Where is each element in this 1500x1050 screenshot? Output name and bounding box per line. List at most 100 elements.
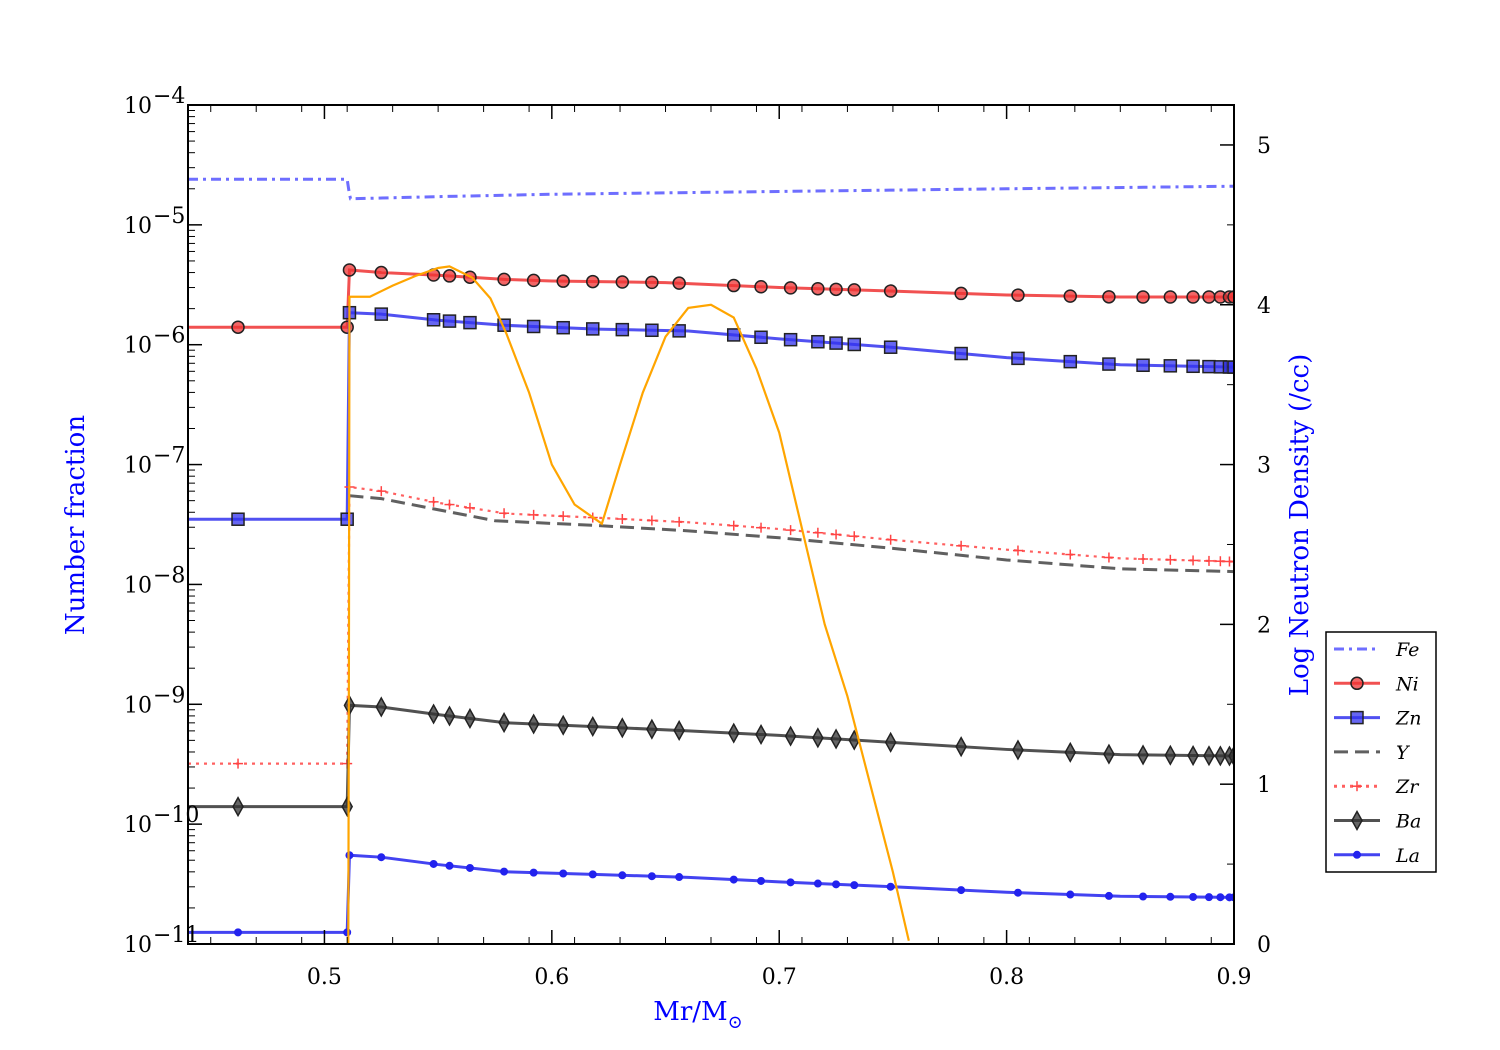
series-point-la-11 (618, 871, 627, 880)
x-tick-label-2: 0.7 (762, 965, 797, 990)
series-point-ni-8 (526, 273, 541, 288)
series-point-ba-1 (341, 796, 354, 818)
series-point-zr-0 (233, 758, 244, 769)
x-axis-label-subscript: ⊙ (728, 1012, 743, 1033)
series-point-ba-8 (527, 713, 540, 735)
series-point-ba-14 (727, 722, 740, 744)
series-line-zn (188, 311, 1234, 521)
y-tick-label-2: 10 (124, 693, 152, 718)
y2-tick-label-3: 3 (1257, 454, 1271, 479)
series-point-zn-0 (231, 512, 245, 526)
series-point-zr-9 (558, 511, 569, 522)
series-point-zn-14 (726, 328, 741, 342)
series-point-ba-21 (955, 736, 967, 758)
y-tick-exponent-3: −8 (153, 563, 185, 588)
series-point-zr-28 (1203, 555, 1214, 566)
series-point-la-18 (832, 880, 841, 889)
series-point-la-12 (647, 872, 656, 881)
series-point-zn-6 (463, 315, 477, 330)
series-point-la-8 (529, 868, 538, 877)
legend-item-fe: Fe (1334, 639, 1419, 661)
series-point-ni-2 (342, 263, 357, 277)
series-point-ba-4 (427, 703, 440, 725)
series-point-ni-10 (586, 274, 600, 289)
y-tick-exponent-2: −9 (153, 683, 185, 708)
legend-label-ba: Ba (1395, 811, 1421, 833)
series-point-ba-9 (557, 714, 570, 736)
series-point-ba-26 (1164, 744, 1177, 766)
y-tick-exponent-0: −11 (153, 923, 199, 948)
series-point-ba-11 (616, 717, 629, 739)
x-tick-label-3: 0.8 (989, 965, 1024, 990)
y-tick-label-7: 10 (124, 94, 152, 119)
y2-tick-label-2: 2 (1257, 613, 1271, 638)
series-point-zn-15 (754, 330, 768, 345)
series-point-ni-1 (340, 320, 354, 334)
series-point-zr-27 (1188, 555, 1199, 566)
series-line-y (349, 494, 1234, 574)
series-point-zn-21 (954, 346, 968, 361)
y2-tick-label-4: 4 (1257, 294, 1271, 319)
x-axis-label: Mr/M⊙ (653, 997, 743, 1033)
series-point-zn-13 (672, 324, 686, 338)
series-point-ni-17 (811, 281, 825, 296)
y-tick-exponent-6: −5 (153, 204, 185, 229)
series-zr (188, 481, 1234, 769)
series-point-la-23 (1066, 890, 1075, 899)
y-tick-label-0: 10 (124, 933, 152, 958)
series-point-ba-23 (1064, 741, 1077, 763)
series-point-ni-24 (1102, 290, 1116, 304)
legend-item-y: Y (1334, 742, 1411, 764)
y-tick-label-1: 10 (124, 813, 152, 838)
series-point-la-28 (1204, 893, 1213, 902)
series-point-la-10 (588, 870, 597, 879)
series-point-ba-5 (443, 705, 456, 727)
series-point-zr-21 (956, 540, 967, 551)
series-point-zr-24 (1103, 552, 1114, 563)
series-point-ba-15 (755, 723, 767, 746)
series-point-ni-20 (883, 284, 898, 298)
series-point-ni-23 (1063, 289, 1078, 303)
legend: Fe Ni Zn Y Zr Ba La (1325, 631, 1437, 873)
series-point-la-1 (343, 928, 352, 937)
series-point-ba-17 (812, 727, 824, 749)
legend-label-zn: Zn (1395, 708, 1421, 730)
series-point-ba-13 (673, 719, 686, 742)
series-point-la-15 (757, 876, 766, 885)
series-point-zn-27 (1186, 359, 1200, 374)
series-point-la-29 (1216, 893, 1225, 902)
series-point-ni-31 (1227, 290, 1234, 304)
series-point-la-21 (957, 886, 966, 895)
series-point-zn-3 (374, 307, 389, 321)
neutron-density-line (347, 265, 910, 944)
series-point-zr-31 (1229, 556, 1234, 567)
series-point-ni-22 (1011, 288, 1025, 302)
y2-tick-label-5: 5 (1257, 134, 1271, 159)
plot-series-group (188, 177, 1234, 944)
series-point-ni-16 (783, 281, 798, 295)
y-axis-label: Number fraction (61, 415, 91, 635)
series-point-zn-4 (426, 313, 441, 327)
series-point-zr-12 (646, 515, 657, 526)
series-point-zr-15 (756, 522, 767, 533)
series-point-ba-22 (1012, 739, 1024, 761)
legend-label-la: La (1395, 845, 1420, 867)
x-tick-label-0: 0.5 (307, 965, 342, 990)
y-tick-label-5: 10 (124, 334, 152, 359)
series-point-zr-18 (831, 529, 842, 540)
series-point-la-3 (377, 853, 386, 862)
series-point-la-24 (1104, 891, 1113, 900)
series-point-ba-28 (1203, 745, 1215, 767)
series-point-zn-9 (556, 320, 570, 335)
series-point-zn-28 (1202, 359, 1216, 374)
legend-label-fe: Fe (1395, 639, 1419, 661)
series-point-zr-5 (444, 499, 455, 510)
series-point-ba-24 (1103, 743, 1115, 765)
series-point-ba-6 (464, 707, 476, 730)
series-point-ba-0 (232, 796, 244, 818)
series-point-ni-3 (374, 265, 389, 280)
series-point-ba-25 (1137, 744, 1149, 766)
series-point-ba-16 (784, 725, 797, 747)
y-tick-exponent-5: −6 (153, 324, 185, 349)
series-point-zn-25 (1136, 358, 1150, 373)
